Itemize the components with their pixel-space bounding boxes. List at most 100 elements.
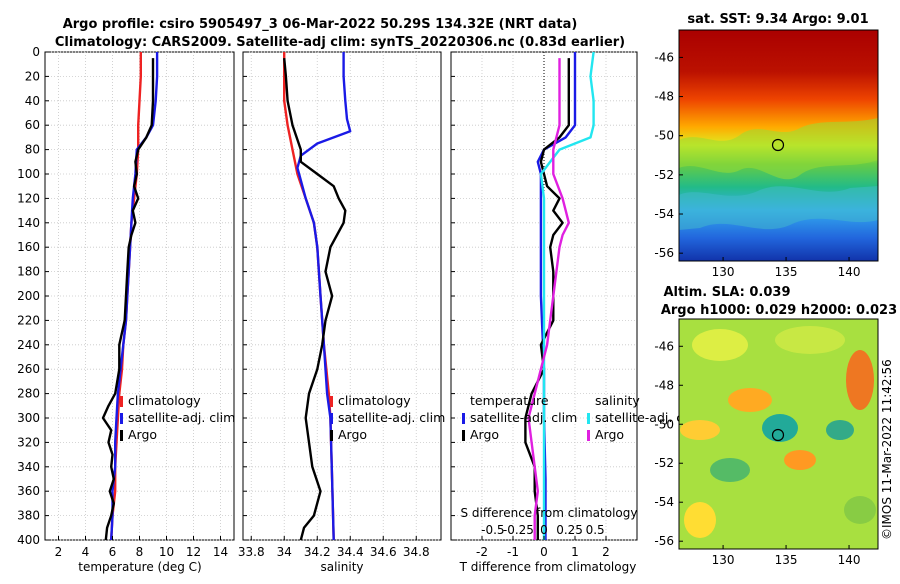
map-x-tick-label: 140 (838, 553, 861, 567)
map-y-tick-label: -50 (654, 417, 674, 431)
x-tick-label: 4 (82, 545, 90, 559)
sst-map-title: sat. SST: 9.34 Argo: 9.01 (687, 12, 868, 27)
legend-satellite: satellite-adj. clim (128, 410, 235, 425)
x-tick-label: 34.4 (337, 545, 364, 559)
legend-climatology: climatology (338, 393, 411, 408)
series-line-argo (283, 57, 347, 540)
series-line-salinity-satellite (539, 52, 595, 540)
series-line-temperature-argo (524, 58, 570, 540)
legend-swatch-s-satellite (587, 413, 590, 424)
x-tick-label: 10 (159, 545, 174, 559)
x-tick-label: -2 (476, 545, 488, 559)
y-tick-label: 320 (17, 435, 40, 449)
sla-blob (728, 388, 772, 412)
y-tick-label: 300 (17, 411, 40, 425)
series-line-salinity-argo (527, 58, 570, 540)
sla-blob (684, 502, 716, 538)
credit-text: ©IMOS 11-Mar-2022 11:42:56 (880, 359, 894, 540)
legend-s-argo: Argo (595, 427, 624, 442)
x-tick-label: 2 (602, 545, 610, 559)
y-tick-label: 380 (17, 509, 40, 523)
y-tick-label: 40 (25, 94, 40, 108)
s-tick-label: 0.5 (586, 523, 605, 537)
legend-swatch-argo (330, 430, 333, 441)
sla-blob (826, 420, 854, 440)
x-tick-label: 34.8 (403, 545, 430, 559)
legend-t-satellite: satellite-adj. clim (470, 410, 577, 425)
y-tick-label: 100 (17, 167, 40, 181)
legend-t-argo: Argo (470, 427, 499, 442)
title-line-2: Climatology: CARS2009. Satellite-adj cli… (55, 35, 625, 50)
y-tick-label: 80 (25, 143, 40, 157)
y-tick-label: 20 (25, 69, 40, 83)
map-y-tick-label: -54 (654, 495, 674, 509)
sla-blob (692, 329, 748, 361)
sst-cool-band (679, 186, 878, 230)
sla-map-title: Altim. SLA: 0.039 (664, 285, 791, 300)
legend-swatch-satellite (330, 413, 333, 424)
x-tick-label: 14 (213, 545, 228, 559)
map-x-tick-label: 140 (838, 265, 861, 279)
legend-argo: Argo (338, 427, 367, 442)
sla-map-subtitle: Argo h1000: 0.029 h2000: 0.023 (661, 303, 897, 318)
s-tick-label: -0.5 (481, 523, 504, 537)
temperature-xlabel: temperature (deg C) (78, 560, 201, 574)
sla-blob (775, 326, 845, 354)
y-tick-label: 60 (25, 118, 40, 132)
y-tick-label: 180 (17, 265, 40, 279)
legend-swatch-t-satellite (462, 413, 465, 424)
y-tick-label: 120 (17, 191, 40, 205)
x-tick-label: 33.8 (238, 545, 265, 559)
legend-swatch-climatology (330, 396, 333, 407)
legend-swatch-s-argo (587, 430, 590, 441)
map-y-tick-label: -56 (654, 534, 674, 548)
legend-salinity-heading: salinity (595, 393, 640, 408)
x-tick-label: 34.2 (304, 545, 331, 559)
sla-blob (784, 450, 816, 470)
y-tick-label: 140 (17, 216, 40, 230)
x-tick-label: 8 (136, 545, 144, 559)
legend-argo: Argo (128, 427, 157, 442)
s-tick-label: -0.25 (503, 523, 534, 537)
legend-swatch-t-argo (462, 430, 465, 441)
y-tick-label: 260 (17, 362, 40, 376)
sla-argo-marker (771, 428, 785, 442)
temperature-legend: climatology satellite-adj. clim Argo (120, 393, 235, 442)
series-line-satellite-adj-clim (296, 52, 352, 540)
map-y-tick-label: -48 (654, 378, 674, 392)
x-tick-label: 12 (186, 545, 201, 559)
sla-blob (762, 414, 798, 442)
s-tick-label: 0.25 (556, 523, 583, 537)
legend-s-satellite: satellite-adj. clim (595, 410, 702, 425)
x-tick-label: 0 (540, 545, 548, 559)
map-y-tick-label: -46 (654, 50, 674, 64)
y-tick-label: 160 (17, 240, 40, 254)
sla-map (678, 318, 879, 550)
y-tick-label: 280 (17, 387, 40, 401)
y-tick-label: 360 (17, 484, 40, 498)
s-difference-label: S difference from climatology (461, 506, 638, 520)
sst-argo-marker (771, 138, 785, 152)
title-line-1: Argo profile: csiro 5905497_3 06-Mar-202… (63, 17, 578, 32)
map-y-tick-label: -50 (654, 129, 674, 143)
map-x-tick-label: 135 (775, 553, 798, 567)
sla-blob (844, 496, 876, 524)
legend-temperature-heading: temperature (470, 393, 549, 408)
s-tick-label: 0 (540, 523, 548, 537)
map-y-tick-label: -52 (654, 168, 674, 182)
x-tick-label: 1 (571, 545, 579, 559)
y-tick-label: 400 (17, 533, 40, 547)
map-y-tick-label: -56 (654, 246, 674, 260)
sla-blob (846, 350, 874, 410)
map-x-tick-label: 130 (712, 265, 735, 279)
legend-swatch-satellite (120, 413, 123, 424)
series-line-argo (101, 58, 155, 540)
map-y-tick-label: -54 (654, 207, 674, 221)
legend-climatology: climatology (128, 393, 201, 408)
map-x-tick-label: 130 (712, 553, 735, 567)
map-y-tick-label: -46 (654, 339, 674, 353)
y-tick-label: 240 (17, 338, 40, 352)
legend-swatch-climatology (120, 396, 123, 407)
legend-swatch-argo (120, 430, 123, 441)
